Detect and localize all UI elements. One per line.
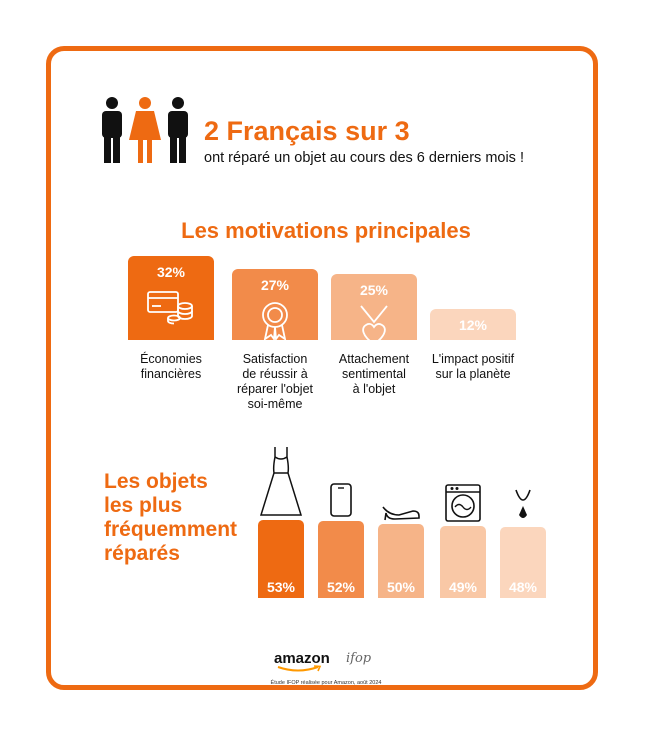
motivation-bar: 12% bbox=[430, 308, 516, 340]
object-bar: 50% bbox=[378, 524, 424, 598]
objects-title-line: réparés bbox=[104, 542, 180, 565]
dress-icon bbox=[259, 445, 303, 522]
motivation-label: Satisfaction de réussir à réparer l'objet s… bbox=[236, 352, 314, 411]
object-value: 52% bbox=[326, 578, 356, 595]
object-value: 49% bbox=[448, 578, 478, 595]
motivation-bar: 25% bbox=[331, 274, 417, 346]
motivation-value: 27% bbox=[260, 277, 290, 294]
washing-machine-icon bbox=[444, 483, 482, 528]
objects-title-line: fréquemment bbox=[104, 518, 238, 541]
objects-title-line: les plus bbox=[104, 494, 183, 517]
motivation-label: Attachement sentimental à l'objet bbox=[338, 352, 410, 396]
object-value: 48% bbox=[508, 578, 538, 595]
credit-text: Étude IFOP réalisée pour Amazon, août 20… bbox=[270, 680, 382, 686]
object-bar: 52% bbox=[318, 521, 364, 598]
object-bar: 53% bbox=[258, 520, 304, 598]
medal-icon bbox=[232, 299, 318, 346]
motivation-bar: 32% bbox=[128, 256, 214, 340]
motivation-value: 32% bbox=[156, 264, 186, 280]
smartphone-icon bbox=[329, 482, 353, 523]
heart-pendant-icon bbox=[331, 304, 417, 351]
amazon-logo: amazon bbox=[274, 650, 330, 673]
object-value: 53% bbox=[266, 579, 296, 595]
motivation-label: Économies financières bbox=[140, 352, 202, 381]
shoe-icon bbox=[381, 503, 421, 526]
motivation-label: L'impact positif sur la planète bbox=[431, 352, 515, 381]
necklace-icon bbox=[512, 488, 534, 529]
object-bar: 49% bbox=[440, 525, 486, 598]
amazon-logo-text: amazon bbox=[274, 650, 330, 667]
object-value: 50% bbox=[386, 578, 416, 595]
objects-title: Les objets les plus fréquemment réparés bbox=[104, 470, 237, 566]
headline-subtitle: ont réparé un objet au cours des 6 derni… bbox=[204, 150, 524, 166]
amazon-smile-icon bbox=[277, 665, 322, 672]
ifop-logo: ifop bbox=[346, 651, 372, 666]
money-icon bbox=[128, 286, 214, 331]
motivations-title: Les motivations principales bbox=[181, 218, 471, 243]
motivation-value: 25% bbox=[359, 282, 389, 299]
headline-title: 2 Français sur 3 bbox=[204, 116, 410, 146]
people-icon bbox=[102, 97, 188, 163]
motivation-bar: 27% bbox=[232, 269, 318, 342]
object-bar: 48% bbox=[500, 527, 546, 598]
objects-title-line: Les objets bbox=[104, 470, 208, 493]
motivation-value: 12% bbox=[458, 316, 488, 333]
